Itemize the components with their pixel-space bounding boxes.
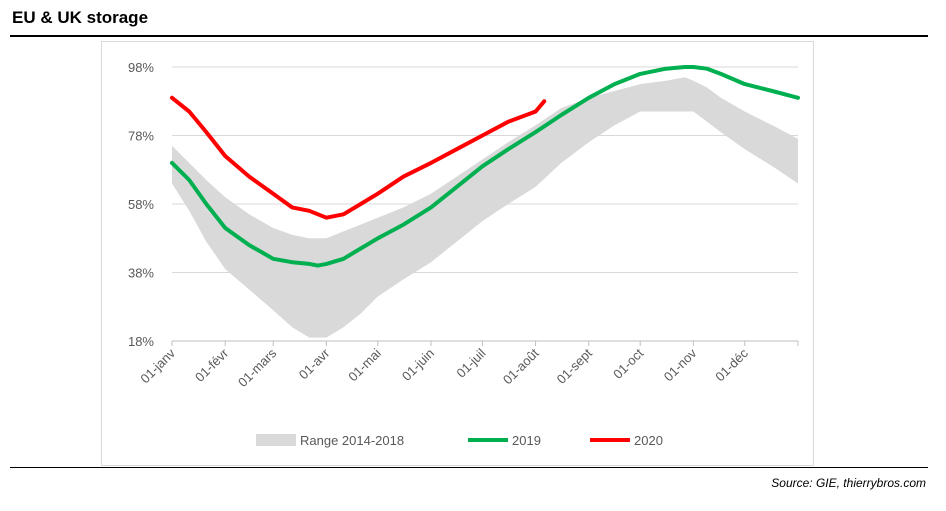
x-tick-label: 01-juil: [453, 345, 488, 380]
x-tick-label: 01-févr: [192, 345, 232, 385]
range-band: [172, 77, 798, 338]
y-tick-label: 78%: [128, 129, 154, 144]
x-tick-label: 01-avr: [296, 345, 333, 382]
y-tick-label: 58%: [128, 197, 154, 212]
x-tick-label: 01-sept: [554, 345, 596, 387]
legend-swatch-range: [256, 434, 296, 446]
x-tick-label: 01-déc: [712, 345, 751, 384]
title-divider: [10, 35, 928, 37]
legend-label: 2019: [512, 433, 541, 448]
series-lines: [170, 65, 800, 268]
x-tick-label: 01-août: [500, 345, 542, 387]
page-title: EU & UK storage: [12, 8, 149, 27]
legend: Range 2014-2018 2019 2020: [256, 433, 663, 448]
legend-label: Range 2014-2018: [300, 433, 404, 448]
legend-label: 2020: [634, 433, 663, 448]
y-tick-label: 38%: [128, 266, 154, 281]
series-line-2019: [170, 65, 800, 268]
footer-divider: [10, 467, 928, 468]
x-axis: 01-janv 01-févr 01-mars 01-avr 01-mai 01-juin…: [137, 340, 799, 390]
chart-frame: [101, 41, 814, 466]
x-tick-label: 01-nov: [661, 345, 700, 384]
range-area: [172, 77, 798, 338]
source-note: Source: GIE, thierrybros.com: [771, 476, 926, 490]
y-tick-label: 18%: [128, 334, 154, 349]
x-tick-label: 01-mars: [235, 345, 280, 390]
series-line-2020: [170, 95, 547, 220]
y-axis: 18% 38% 58% 78% 98%: [128, 60, 154, 349]
x-tick-label: 01-juin: [399, 346, 437, 384]
x-tick-label: 01-mai: [345, 345, 384, 384]
x-tick-label: 01-oct: [610, 345, 646, 381]
y-tick-label: 98%: [128, 60, 154, 75]
x-tick-label: 01-janv: [137, 345, 178, 386]
